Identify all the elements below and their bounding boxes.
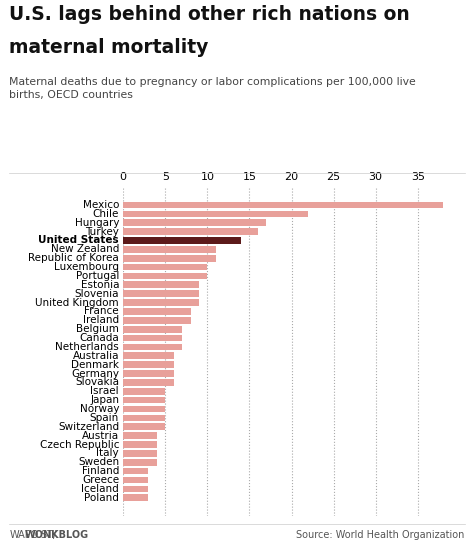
Bar bbox=[123, 397, 165, 404]
Bar bbox=[123, 344, 182, 350]
Bar bbox=[123, 414, 165, 421]
Bar bbox=[123, 468, 148, 474]
Bar bbox=[123, 246, 216, 253]
Text: U.S. lags behind other rich nations on: U.S. lags behind other rich nations on bbox=[9, 5, 410, 25]
Bar bbox=[123, 379, 173, 386]
Bar bbox=[123, 432, 157, 439]
Text: WONKBLOG: WONKBLOG bbox=[25, 530, 89, 540]
Bar bbox=[123, 255, 216, 261]
Bar bbox=[123, 290, 199, 297]
Text: WAPO.ST/: WAPO.ST/ bbox=[9, 530, 57, 540]
Bar bbox=[123, 273, 207, 279]
Bar bbox=[123, 361, 173, 368]
Bar bbox=[123, 237, 241, 244]
Bar bbox=[123, 450, 157, 457]
Bar bbox=[123, 335, 182, 341]
Bar bbox=[123, 406, 165, 412]
Text: Source: World Health Organization: Source: World Health Organization bbox=[296, 530, 465, 540]
Bar bbox=[123, 201, 443, 208]
Bar bbox=[123, 264, 207, 271]
Bar bbox=[123, 352, 173, 359]
Bar bbox=[123, 485, 148, 492]
Text: Maternal deaths due to pregnancy or labor complications per 100,000 live
births,: Maternal deaths due to pregnancy or labo… bbox=[9, 77, 416, 100]
Bar bbox=[123, 441, 157, 448]
Bar bbox=[123, 308, 191, 315]
Bar bbox=[123, 477, 148, 483]
Bar bbox=[123, 282, 199, 288]
Bar bbox=[123, 228, 258, 235]
Bar bbox=[123, 370, 173, 377]
Bar bbox=[123, 459, 157, 466]
Bar bbox=[123, 317, 191, 323]
Bar bbox=[123, 388, 165, 395]
Bar bbox=[123, 495, 148, 501]
Bar bbox=[123, 220, 266, 226]
Bar bbox=[123, 299, 199, 306]
Text: maternal mortality: maternal mortality bbox=[9, 38, 209, 58]
Bar bbox=[123, 326, 182, 333]
Bar bbox=[123, 423, 165, 430]
Bar bbox=[123, 210, 308, 217]
